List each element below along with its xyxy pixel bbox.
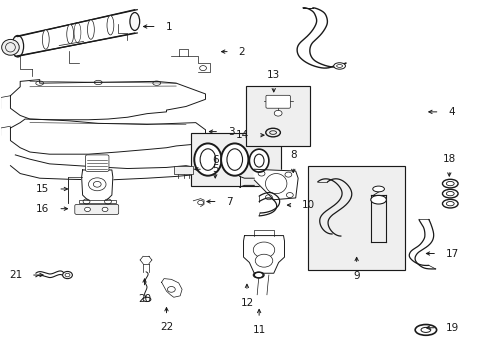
Ellipse shape [265,174,286,194]
Ellipse shape [414,324,436,335]
FancyBboxPatch shape [265,95,290,108]
Text: 15: 15 [36,184,49,194]
Polygon shape [10,80,205,120]
Ellipse shape [67,24,73,44]
Ellipse shape [255,254,272,267]
Polygon shape [254,169,298,200]
Text: 5: 5 [211,164,218,174]
Text: 12: 12 [240,298,253,308]
Text: 9: 9 [353,271,359,281]
Text: 11: 11 [252,324,265,334]
Ellipse shape [130,13,140,31]
Text: 3: 3 [227,127,234,136]
Bar [190,133,281,186]
Ellipse shape [194,143,221,176]
Ellipse shape [167,287,175,292]
Polygon shape [10,155,200,180]
Polygon shape [161,279,182,297]
Text: 22: 22 [160,322,173,332]
Text: 4: 4 [447,107,454,117]
Ellipse shape [87,20,94,39]
Ellipse shape [12,36,23,57]
Ellipse shape [253,242,274,258]
Ellipse shape [62,271,72,279]
Ellipse shape [442,179,457,188]
Text: 17: 17 [445,248,458,258]
Ellipse shape [249,149,268,172]
Ellipse shape [442,199,457,208]
Text: 2: 2 [238,46,245,57]
Text: 13: 13 [266,69,280,80]
Ellipse shape [1,40,19,55]
Text: 6: 6 [211,154,218,165]
Text: 14: 14 [236,130,249,140]
Bar [246,86,309,145]
Polygon shape [81,170,113,202]
Ellipse shape [84,207,90,212]
Bar [173,166,193,174]
Ellipse shape [42,30,49,49]
Text: 10: 10 [302,200,315,210]
Polygon shape [243,235,284,273]
Ellipse shape [333,63,345,69]
Ellipse shape [221,143,248,176]
Ellipse shape [102,207,108,212]
FancyBboxPatch shape [85,155,109,171]
Text: 18: 18 [442,153,455,163]
Text: 20: 20 [138,294,151,304]
Text: 1: 1 [165,22,172,32]
Ellipse shape [370,195,386,204]
FancyBboxPatch shape [75,204,119,215]
Text: 7: 7 [226,197,233,207]
Ellipse shape [274,111,282,116]
Ellipse shape [372,186,384,192]
Ellipse shape [254,272,264,278]
Text: 21: 21 [9,270,22,280]
Ellipse shape [143,297,151,302]
Ellipse shape [107,15,114,35]
Text: 16: 16 [36,204,49,214]
Polygon shape [10,119,205,154]
Text: 8: 8 [289,150,296,160]
Bar [307,166,405,270]
Text: 19: 19 [445,323,458,333]
Bar [79,200,116,203]
Ellipse shape [442,189,457,198]
